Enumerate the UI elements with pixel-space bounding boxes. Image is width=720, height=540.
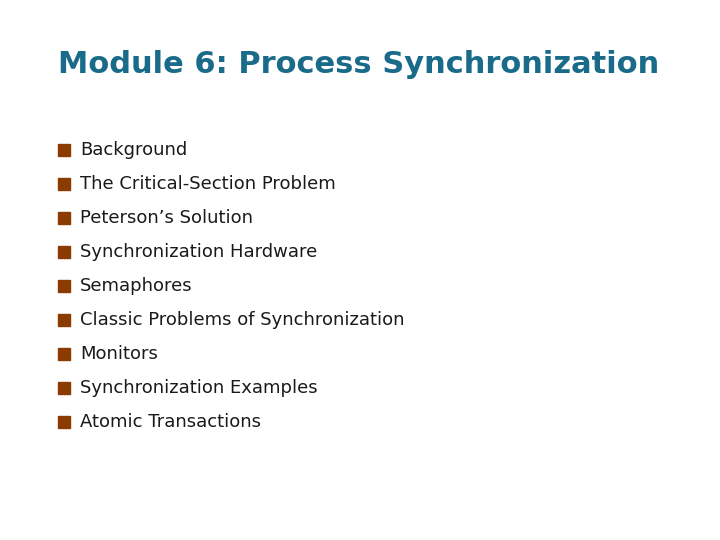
Text: Synchronization Examples: Synchronization Examples bbox=[80, 379, 318, 397]
FancyBboxPatch shape bbox=[58, 382, 70, 394]
Text: Peterson’s Solution: Peterson’s Solution bbox=[80, 209, 253, 227]
Text: Classic Problems of Synchronization: Classic Problems of Synchronization bbox=[80, 311, 405, 329]
FancyBboxPatch shape bbox=[58, 178, 70, 190]
Text: Background: Background bbox=[80, 141, 187, 159]
Text: Monitors: Monitors bbox=[80, 345, 158, 363]
Text: The Critical-Section Problem: The Critical-Section Problem bbox=[80, 175, 336, 193]
FancyBboxPatch shape bbox=[58, 280, 70, 292]
FancyBboxPatch shape bbox=[58, 416, 70, 428]
FancyBboxPatch shape bbox=[58, 348, 70, 360]
FancyBboxPatch shape bbox=[58, 314, 70, 326]
Text: Synchronization Hardware: Synchronization Hardware bbox=[80, 243, 318, 261]
Text: Module 6: Process Synchronization: Module 6: Process Synchronization bbox=[58, 50, 660, 79]
Text: Atomic Transactions: Atomic Transactions bbox=[80, 413, 261, 431]
Text: Semaphores: Semaphores bbox=[80, 277, 193, 295]
FancyBboxPatch shape bbox=[58, 144, 70, 156]
FancyBboxPatch shape bbox=[58, 212, 70, 224]
FancyBboxPatch shape bbox=[58, 246, 70, 258]
